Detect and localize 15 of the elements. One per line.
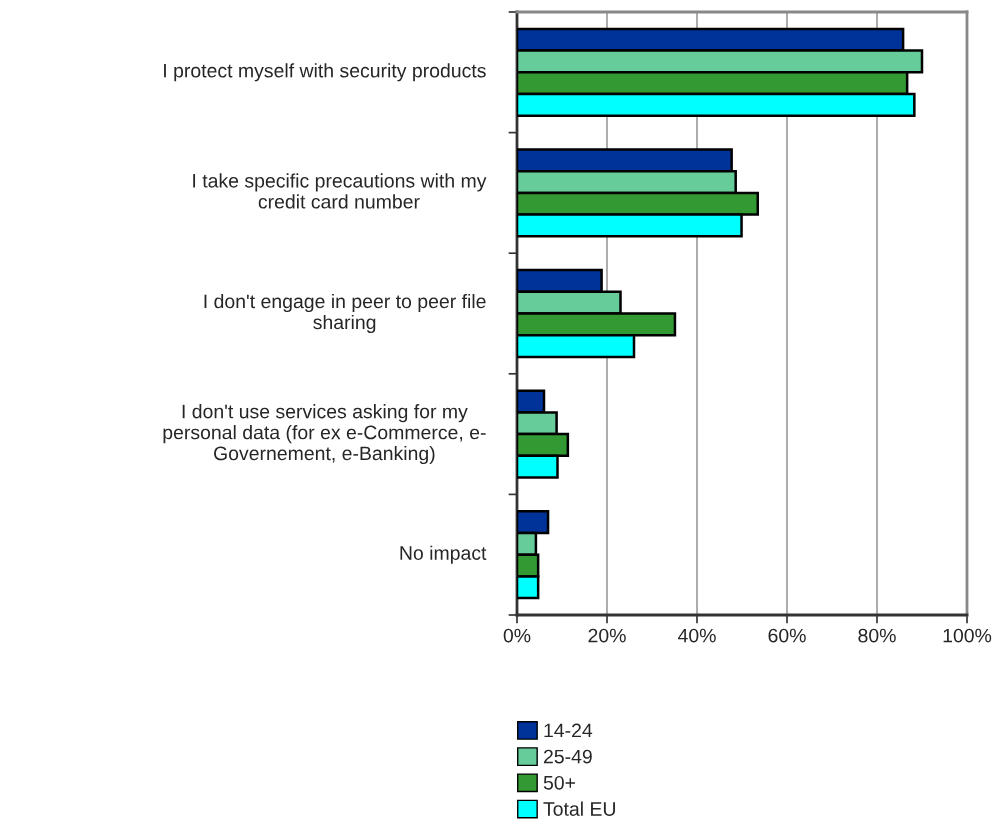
- legend-label: 50+: [543, 775, 576, 790]
- y-tick-label: No impact: [400, 545, 487, 564]
- legend-label: 14-24: [544, 723, 593, 738]
- x-tick-label: 60%: [768, 628, 806, 643]
- legend-label: Total EU: [543, 801, 615, 816]
- x-tick-label: 40%: [677, 628, 716, 643]
- x-tick-label: 100%: [943, 628, 992, 643]
- x-tick-label: 0%: [503, 628, 531, 643]
- y-tick-label: I don't engage in peer to peer file sharing: [204, 293, 486, 334]
- y-tick-label: I don't use services asking for my personal data (for ex e-Commerce, e- Governement, e-Banking): [163, 404, 486, 465]
- x-tick-label: 20%: [588, 628, 626, 643]
- legend-label: 25-49: [543, 749, 592, 764]
- x-tick-label: 80%: [858, 628, 896, 643]
- y-tick-label: I take specific precautions with my credit card number: [193, 173, 487, 209]
- y-tick-label: I protect myself with security products: [164, 63, 486, 82]
